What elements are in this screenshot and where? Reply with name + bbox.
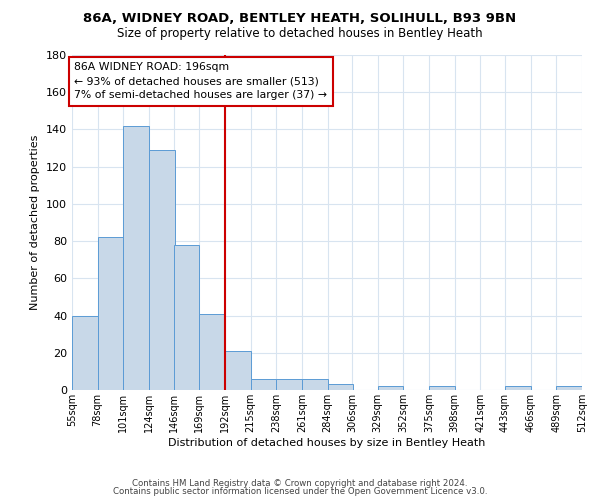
Bar [149,150,175,390]
Y-axis label: Number of detached properties: Number of detached properties [31,135,40,310]
Bar [173,245,199,390]
Bar [98,238,124,390]
Bar [505,386,530,390]
Text: Contains HM Land Registry data © Crown copyright and database right 2024.: Contains HM Land Registry data © Crown c… [132,478,468,488]
X-axis label: Distribution of detached houses by size in Bentley Heath: Distribution of detached houses by size … [169,438,485,448]
Bar [328,384,353,390]
Bar [429,386,455,390]
Text: 86A, WIDNEY ROAD, BENTLEY HEATH, SOLIHULL, B93 9BN: 86A, WIDNEY ROAD, BENTLEY HEATH, SOLIHUL… [83,12,517,26]
Bar [302,379,328,390]
Text: 86A WIDNEY ROAD: 196sqm
← 93% of detached houses are smaller (513)
7% of semi-de: 86A WIDNEY ROAD: 196sqm ← 93% of detache… [74,62,327,100]
Bar [276,379,302,390]
Bar [556,386,582,390]
Bar [124,126,149,390]
Text: Contains public sector information licensed under the Open Government Licence v3: Contains public sector information licen… [113,487,487,496]
Bar [72,316,98,390]
Bar [251,379,276,390]
Bar [225,351,251,390]
Bar [378,386,403,390]
Bar [199,314,225,390]
Text: Size of property relative to detached houses in Bentley Heath: Size of property relative to detached ho… [117,28,483,40]
